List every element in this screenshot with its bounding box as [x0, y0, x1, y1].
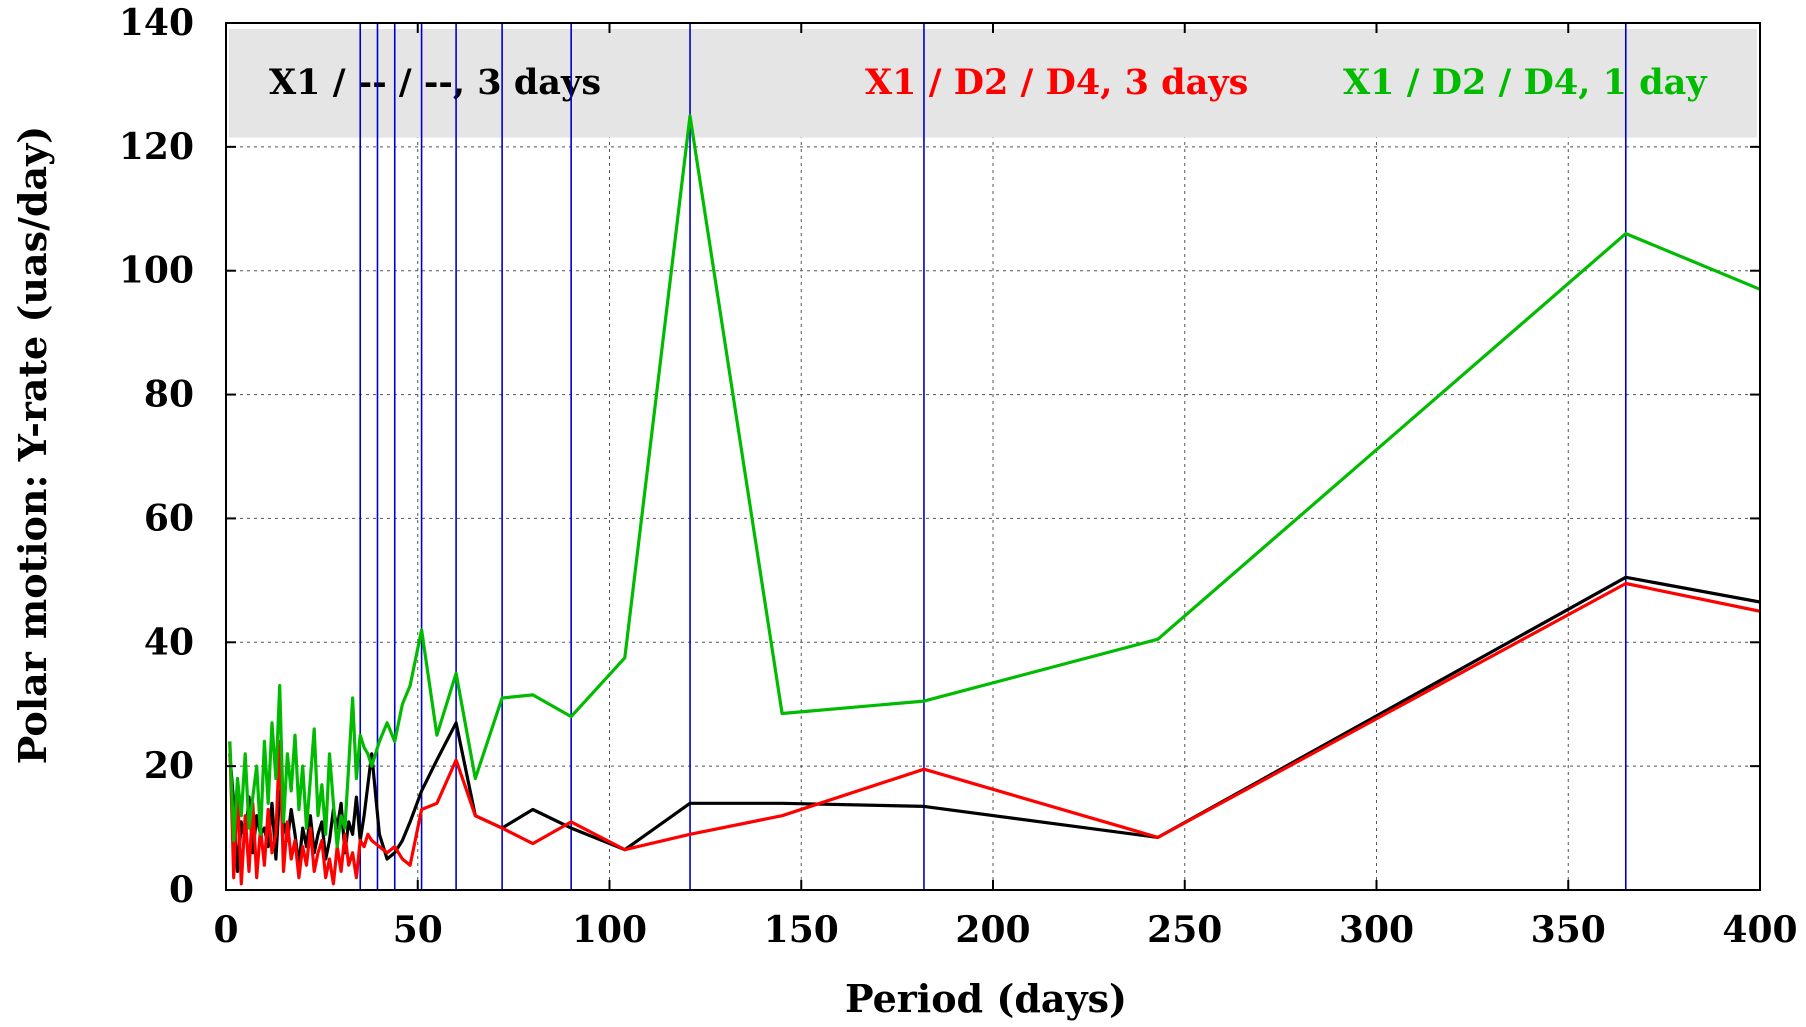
- series-line: [228, 575, 1760, 874]
- legend-entry: X1 / -- / --, 3 days: [269, 62, 601, 103]
- series-line: [228, 114, 1760, 849]
- x-tick-label: 50: [393, 909, 443, 951]
- y-tick-label: 140: [119, 2, 194, 44]
- x-tick-label: 400: [1722, 909, 1797, 951]
- x-tick-label: 300: [1339, 909, 1414, 951]
- y-tick-label: 20: [144, 745, 194, 787]
- x-axis-title: Period (days): [845, 976, 1127, 1021]
- x-tick-label: 250: [1147, 909, 1222, 951]
- y-axis-title: Polar motion: Y-rate (uas/day): [10, 126, 55, 764]
- series-lines: [228, 114, 1760, 886]
- y-tick-label: 0: [169, 869, 194, 911]
- grid: [226, 23, 1760, 890]
- vertical-reference-lines: [359, 23, 1627, 890]
- y-tick-label: 80: [144, 374, 194, 416]
- y-tick-label: 40: [144, 621, 194, 663]
- legend: X1 / -- / --, 3 days X1 / D2 / D4, 3 days…: [229, 29, 1757, 138]
- y-tick-label: 100: [119, 250, 194, 292]
- legend-entry: X1 / D2 / D4, 1 day: [1343, 62, 1708, 103]
- x-tick-label: 350: [1531, 909, 1606, 951]
- x-tick-label: 200: [955, 909, 1030, 951]
- x-tick-label: 0: [213, 909, 238, 951]
- y-tick-label: 120: [119, 126, 194, 168]
- legend-entry: X1 / D2 / D4, 3 days: [865, 62, 1248, 103]
- axis-ticks: 0 50 100 150 200 250 300 350 400 0 20 40 60 80 100 120 1…: [119, 2, 1798, 951]
- y-tick-label: 60: [144, 497, 194, 539]
- x-tick-label: 150: [764, 909, 839, 951]
- x-tick-label: 100: [572, 909, 647, 951]
- legend-box: [229, 29, 1757, 138]
